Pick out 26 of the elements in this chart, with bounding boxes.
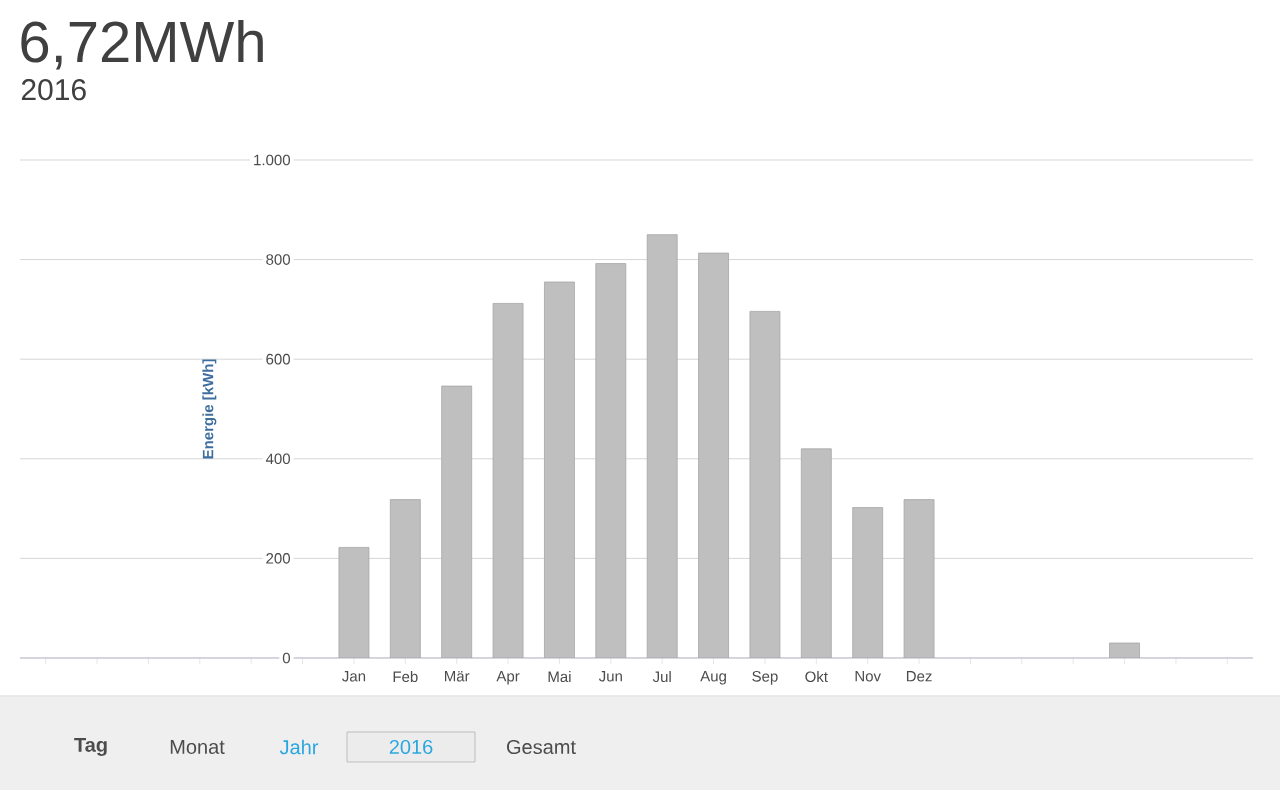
chart-title: 6,72MWh: [21, 19, 263, 70]
text: Tag: [74, 737, 107, 756]
y-axis-title: Energie [kWh]: [202, 359, 217, 459]
y-tick-label: 600: [266, 353, 291, 365]
x-tick-label: Jan: [342, 671, 366, 682]
text: Monat: [170, 740, 225, 754]
x-tick-label: Feb: [393, 671, 418, 683]
x-tick-label: Jun: [598, 671, 622, 682]
x-tick-label: Mär: [445, 671, 470, 682]
x-tick-label: Okt: [805, 671, 828, 683]
y-tick-label: 800: [266, 254, 291, 265]
x-tick-label: Jul: [652, 671, 671, 683]
y-tick-label: 400: [265, 453, 291, 465]
x-tick-label: Nov: [855, 671, 881, 682]
x-tick-label: Apr: [496, 671, 520, 685]
text: 2016: [389, 739, 433, 755]
text: Jahr: [279, 739, 319, 755]
x-tick-label: Sep: [752, 671, 778, 685]
x-tick-label: Aug: [700, 671, 726, 685]
y-tick-label: 1.000: [254, 154, 291, 166]
x-tick-label: Dez: [906, 671, 932, 682]
y-tick-label: 200: [266, 553, 291, 564]
x-tick-label: Mai: [548, 671, 571, 683]
text: Gesamt: [507, 739, 576, 755]
y-tick-label: 0: [282, 652, 291, 664]
chart-subtitle: 2016: [21, 79, 86, 101]
